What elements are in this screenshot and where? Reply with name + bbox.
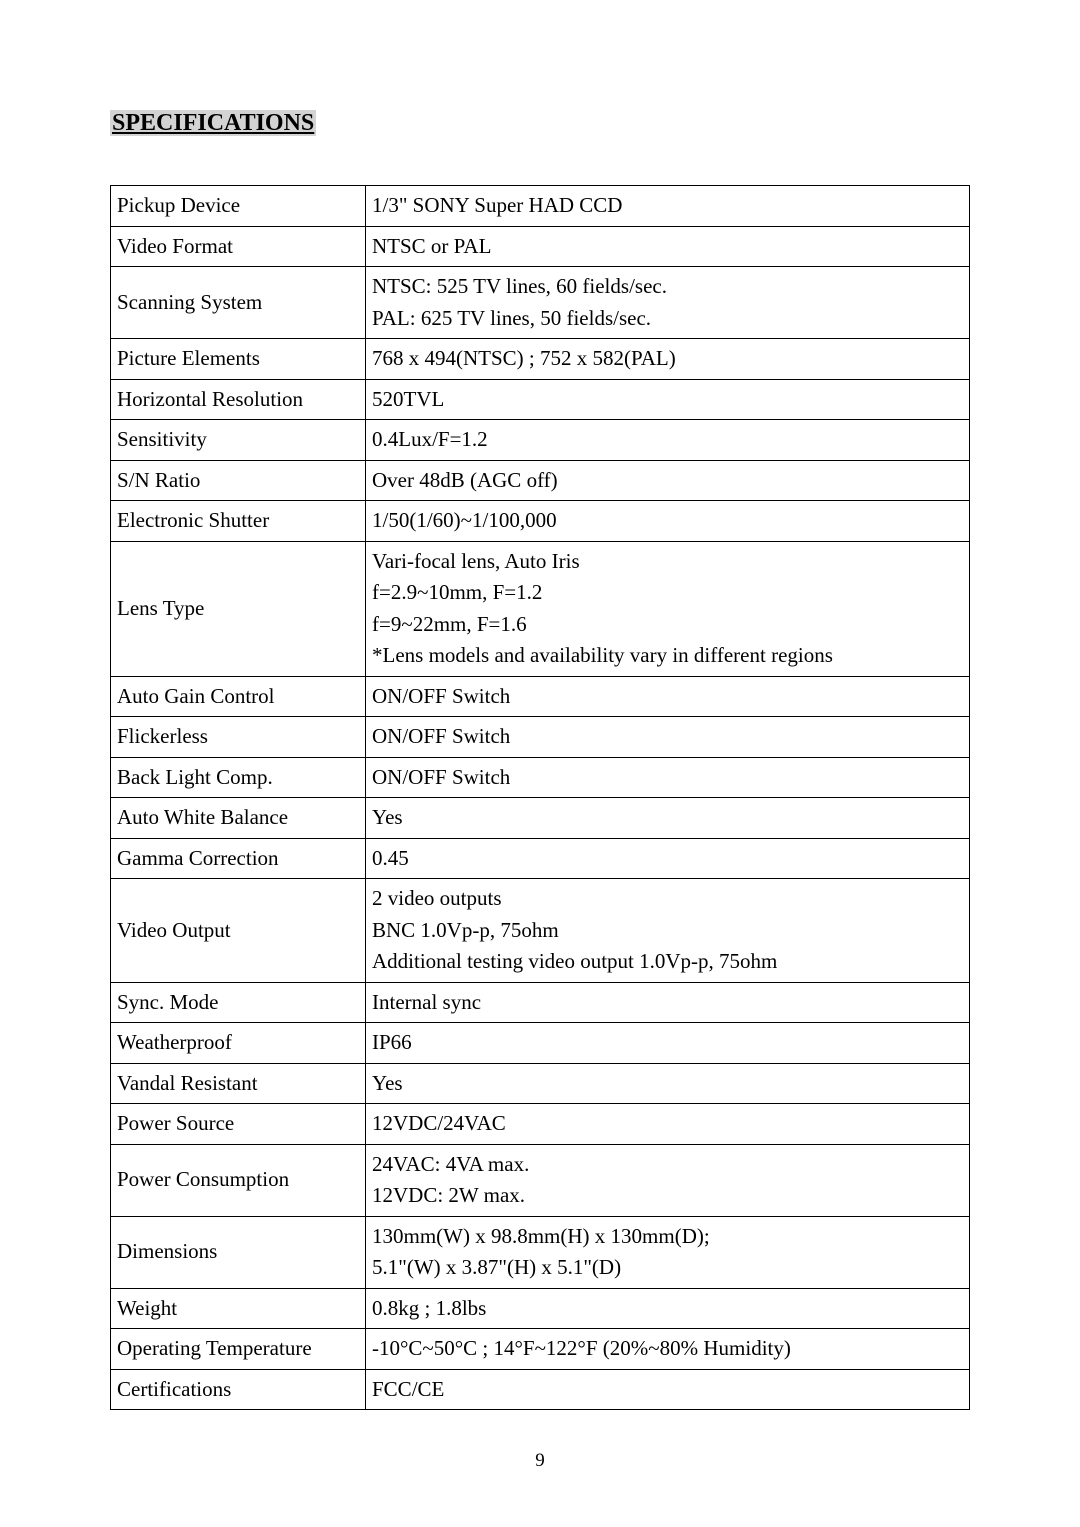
spec-value: ON/OFF Switch [366,676,970,717]
spec-label: Picture Elements [111,339,366,380]
spec-label: Back Light Comp. [111,757,366,798]
table-row: Scanning SystemNTSC: 525 TV lines, 60 fi… [111,267,970,339]
spec-label: Video Format [111,226,366,267]
spec-value: Yes [366,798,970,839]
spec-label: Horizontal Resolution [111,379,366,420]
table-row: Back Light Comp.ON/OFF Switch [111,757,970,798]
page-title: SPECIFICATIONS [110,110,316,136]
spec-value: NTSC: 525 TV lines, 60 fields/sec. PAL: … [366,267,970,339]
spec-value: 1/50(1/60)~1/100,000 [366,501,970,542]
table-row: Picture Elements768 x 494(NTSC) ; 752 x … [111,339,970,380]
spec-value: NTSC or PAL [366,226,970,267]
spec-label: Electronic Shutter [111,501,366,542]
spec-label: Auto White Balance [111,798,366,839]
spec-label: Vandal Resistant [111,1063,366,1104]
table-row: WeatherproofIP66 [111,1023,970,1064]
table-row: Lens TypeVari-focal lens, Auto Iris f=2.… [111,541,970,676]
spec-value: 0.45 [366,838,970,879]
table-row: Vandal ResistantYes [111,1063,970,1104]
spec-label: Power Consumption [111,1144,366,1216]
specifications-table: Pickup Device1/3" SONY Super HAD CCDVide… [110,185,970,1410]
spec-label: Pickup Device [111,186,366,227]
spec-value: FCC/CE [366,1369,970,1410]
spec-label: Sync. Mode [111,982,366,1023]
spec-value: 12VDC/24VAC [366,1104,970,1145]
spec-value: Internal sync [366,982,970,1023]
table-row: Weight0.8kg ; 1.8lbs [111,1288,970,1329]
table-row: Horizontal Resolution520TVL [111,379,970,420]
table-row: Electronic Shutter1/50(1/60)~1/100,000 [111,501,970,542]
spec-value: Yes [366,1063,970,1104]
spec-value: Vari-focal lens, Auto Iris f=2.9~10mm, F… [366,541,970,676]
spec-label: Sensitivity [111,420,366,461]
spec-label: Dimensions [111,1216,366,1288]
spec-table-body: Pickup Device1/3" SONY Super HAD CCDVide… [111,186,970,1410]
spec-label: Flickerless [111,717,366,758]
table-row: Video Output2 video outputs BNC 1.0Vp-p,… [111,879,970,983]
spec-label: Weatherproof [111,1023,366,1064]
table-row: Pickup Device1/3" SONY Super HAD CCD [111,186,970,227]
table-row: Dimensions130mm(W) x 98.8mm(H) x 130mm(D… [111,1216,970,1288]
table-row: S/N RatioOver 48dB (AGC off) [111,460,970,501]
spec-label: Operating Temperature [111,1329,366,1370]
spec-label: Video Output [111,879,366,983]
spec-value: 0.4Lux/F=1.2 [366,420,970,461]
table-row: Sync. ModeInternal sync [111,982,970,1023]
spec-label: Scanning System [111,267,366,339]
table-row: Power Consumption24VAC: 4VA max. 12VDC: … [111,1144,970,1216]
spec-label: Gamma Correction [111,838,366,879]
table-row: Power Source12VDC/24VAC [111,1104,970,1145]
spec-label: Auto Gain Control [111,676,366,717]
spec-label: Power Source [111,1104,366,1145]
table-row: FlickerlessON/OFF Switch [111,717,970,758]
spec-value: 130mm(W) x 98.8mm(H) x 130mm(D); 5.1"(W)… [366,1216,970,1288]
table-row: Gamma Correction0.45 [111,838,970,879]
spec-label: S/N Ratio [111,460,366,501]
table-row: Sensitivity0.4Lux/F=1.2 [111,420,970,461]
table-row: Auto Gain ControlON/OFF Switch [111,676,970,717]
table-row: Operating Temperature-10°C~50°C ; 14°F~1… [111,1329,970,1370]
spec-value: -10°C~50°C ; 14°F~122°F (20%~80% Humidit… [366,1329,970,1370]
table-row: CertificationsFCC/CE [111,1369,970,1410]
table-row: Auto White BalanceYes [111,798,970,839]
spec-value: 768 x 494(NTSC) ; 752 x 582(PAL) [366,339,970,380]
spec-value: ON/OFF Switch [366,717,970,758]
spec-label: Weight [111,1288,366,1329]
spec-value: 2 video outputs BNC 1.0Vp-p, 75ohm Addit… [366,879,970,983]
spec-value: 1/3" SONY Super HAD CCD [366,186,970,227]
spec-value: ON/OFF Switch [366,757,970,798]
spec-value: 520TVL [366,379,970,420]
spec-value: Over 48dB (AGC off) [366,460,970,501]
table-row: Video FormatNTSC or PAL [111,226,970,267]
spec-label: Lens Type [111,541,366,676]
spec-value: IP66 [366,1023,970,1064]
page-number: 9 [0,1450,1080,1472]
spec-label: Certifications [111,1369,366,1410]
spec-value: 0.8kg ; 1.8lbs [366,1288,970,1329]
spec-value: 24VAC: 4VA max. 12VDC: 2W max. [366,1144,970,1216]
